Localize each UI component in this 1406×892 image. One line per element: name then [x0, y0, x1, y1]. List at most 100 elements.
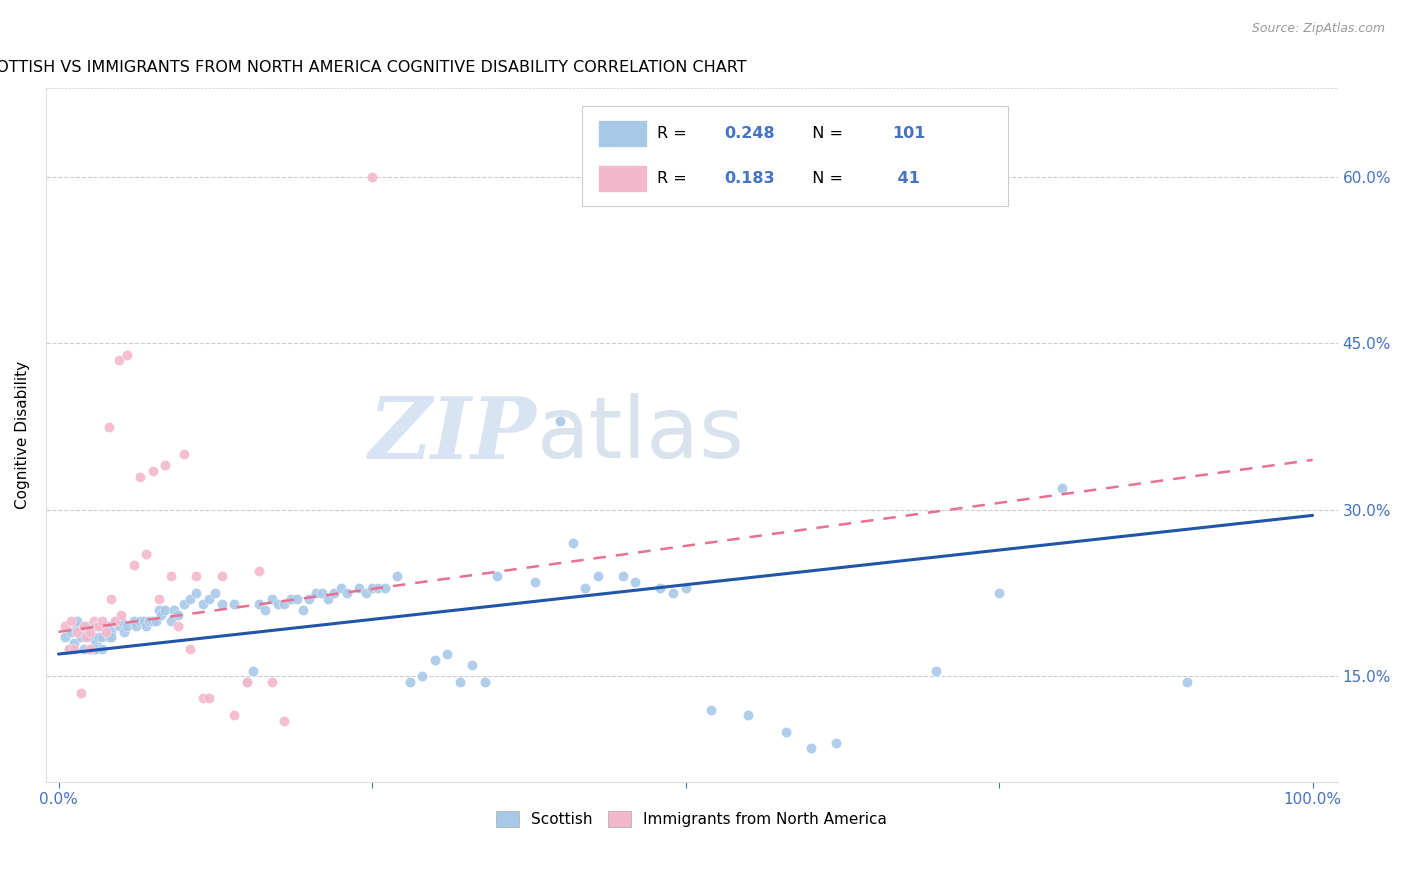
- Point: [75, 619, 97, 633]
- Point: [91, 641, 114, 656]
- Point: [104, 614, 127, 628]
- Point: [254, 603, 277, 617]
- Point: [87, 619, 110, 633]
- Point: [97, 619, 120, 633]
- Text: Source: ZipAtlas.com: Source: ZipAtlas.com: [1251, 22, 1385, 36]
- Point: [62, 636, 84, 650]
- Point: [461, 658, 484, 673]
- Point: [825, 736, 848, 750]
- Point: [122, 614, 145, 628]
- Point: [70, 631, 93, 645]
- Point: [75, 631, 97, 645]
- Point: [75, 624, 97, 639]
- Point: [260, 674, 283, 689]
- Point: [70, 686, 93, 700]
- Point: [423, 652, 446, 666]
- Point: [72, 619, 94, 633]
- Point: [486, 569, 509, 583]
- Point: [524, 574, 547, 589]
- Text: N =: N =: [801, 171, 848, 186]
- Point: [110, 614, 132, 628]
- FancyBboxPatch shape: [582, 105, 1008, 206]
- Point: [153, 603, 176, 617]
- Text: ZIP: ZIP: [368, 393, 537, 476]
- Point: [292, 603, 315, 617]
- Point: [699, 702, 721, 716]
- Point: [100, 631, 122, 645]
- Point: [329, 581, 352, 595]
- Point: [354, 586, 377, 600]
- Point: [304, 586, 326, 600]
- Point: [138, 614, 160, 628]
- Point: [411, 669, 433, 683]
- Point: [675, 581, 697, 595]
- Point: [142, 464, 165, 478]
- Point: [624, 574, 647, 589]
- Point: [650, 581, 672, 595]
- Text: 0.248: 0.248: [724, 126, 775, 141]
- Point: [1175, 674, 1198, 689]
- Text: 0.183: 0.183: [724, 171, 775, 186]
- Point: [222, 597, 245, 611]
- Point: [737, 708, 759, 723]
- Point: [145, 614, 167, 628]
- Point: [148, 603, 170, 617]
- Point: [235, 674, 257, 689]
- Legend: Scottish, Immigrants from North America: Scottish, Immigrants from North America: [491, 805, 893, 833]
- Point: [66, 619, 89, 633]
- Point: [449, 674, 471, 689]
- Point: [150, 608, 173, 623]
- Point: [925, 664, 948, 678]
- Point: [574, 581, 596, 595]
- Point: [96, 619, 118, 633]
- Point: [125, 619, 148, 633]
- Point: [173, 447, 195, 461]
- Point: [988, 586, 1011, 600]
- Point: [97, 631, 120, 645]
- Point: [129, 614, 152, 628]
- Point: [336, 586, 359, 600]
- Point: [349, 581, 371, 595]
- Text: 101: 101: [891, 126, 925, 141]
- Point: [474, 674, 496, 689]
- Text: N =: N =: [801, 126, 848, 141]
- Point: [160, 614, 183, 628]
- Text: R =: R =: [657, 171, 692, 186]
- Point: [222, 708, 245, 723]
- Point: [129, 469, 152, 483]
- Point: [153, 458, 176, 473]
- Point: [79, 624, 101, 639]
- Point: [79, 631, 101, 645]
- Point: [72, 641, 94, 656]
- Point: [662, 586, 685, 600]
- Point: [107, 619, 129, 633]
- Point: [374, 581, 396, 595]
- Text: R =: R =: [657, 126, 692, 141]
- Point: [198, 591, 221, 606]
- Point: [79, 641, 101, 656]
- Point: [135, 547, 157, 561]
- Point: [104, 614, 127, 628]
- Point: [385, 569, 408, 583]
- Point: [79, 641, 101, 656]
- Point: [316, 591, 339, 606]
- Point: [60, 614, 83, 628]
- Point: [83, 631, 105, 645]
- FancyBboxPatch shape: [598, 165, 647, 192]
- Point: [285, 591, 308, 606]
- Point: [260, 591, 283, 606]
- Point: [267, 597, 290, 611]
- Point: [87, 631, 110, 645]
- Point: [800, 741, 823, 756]
- Text: SCOTTISH VS IMMIGRANTS FROM NORTH AMERICA COGNITIVE DISABILITY CORRELATION CHART: SCOTTISH VS IMMIGRANTS FROM NORTH AMERIC…: [0, 60, 747, 75]
- Point: [247, 564, 270, 578]
- Point: [97, 419, 120, 434]
- Point: [96, 624, 118, 639]
- Point: [211, 569, 233, 583]
- Point: [586, 569, 609, 583]
- Point: [58, 641, 80, 656]
- Point: [361, 581, 384, 595]
- Point: [775, 724, 797, 739]
- Point: [117, 619, 139, 633]
- Point: [62, 641, 84, 656]
